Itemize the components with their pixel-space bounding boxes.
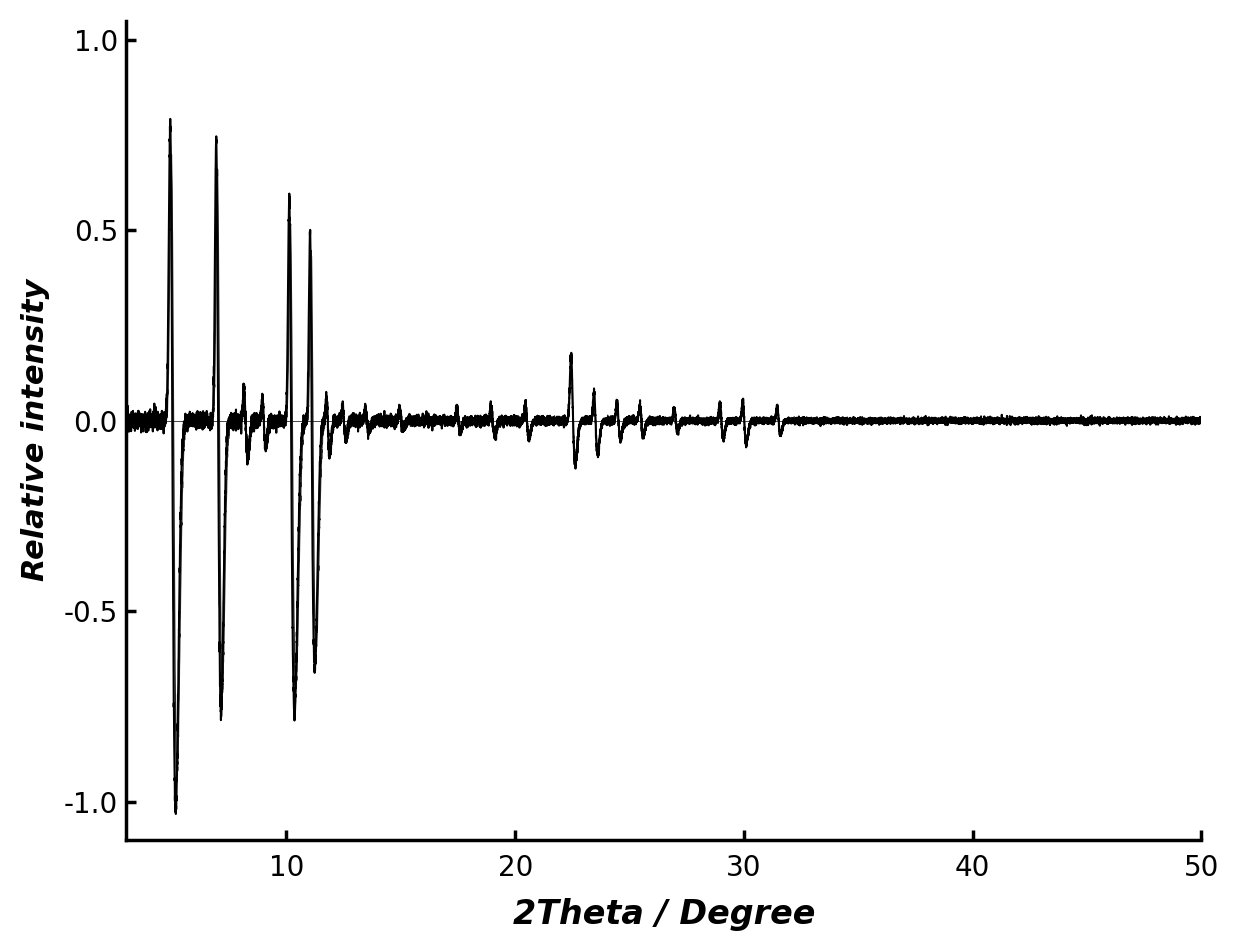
Y-axis label: Relative intensity: Relative intensity [21,279,50,582]
X-axis label: 2Theta / Degree: 2Theta / Degree [512,898,815,931]
